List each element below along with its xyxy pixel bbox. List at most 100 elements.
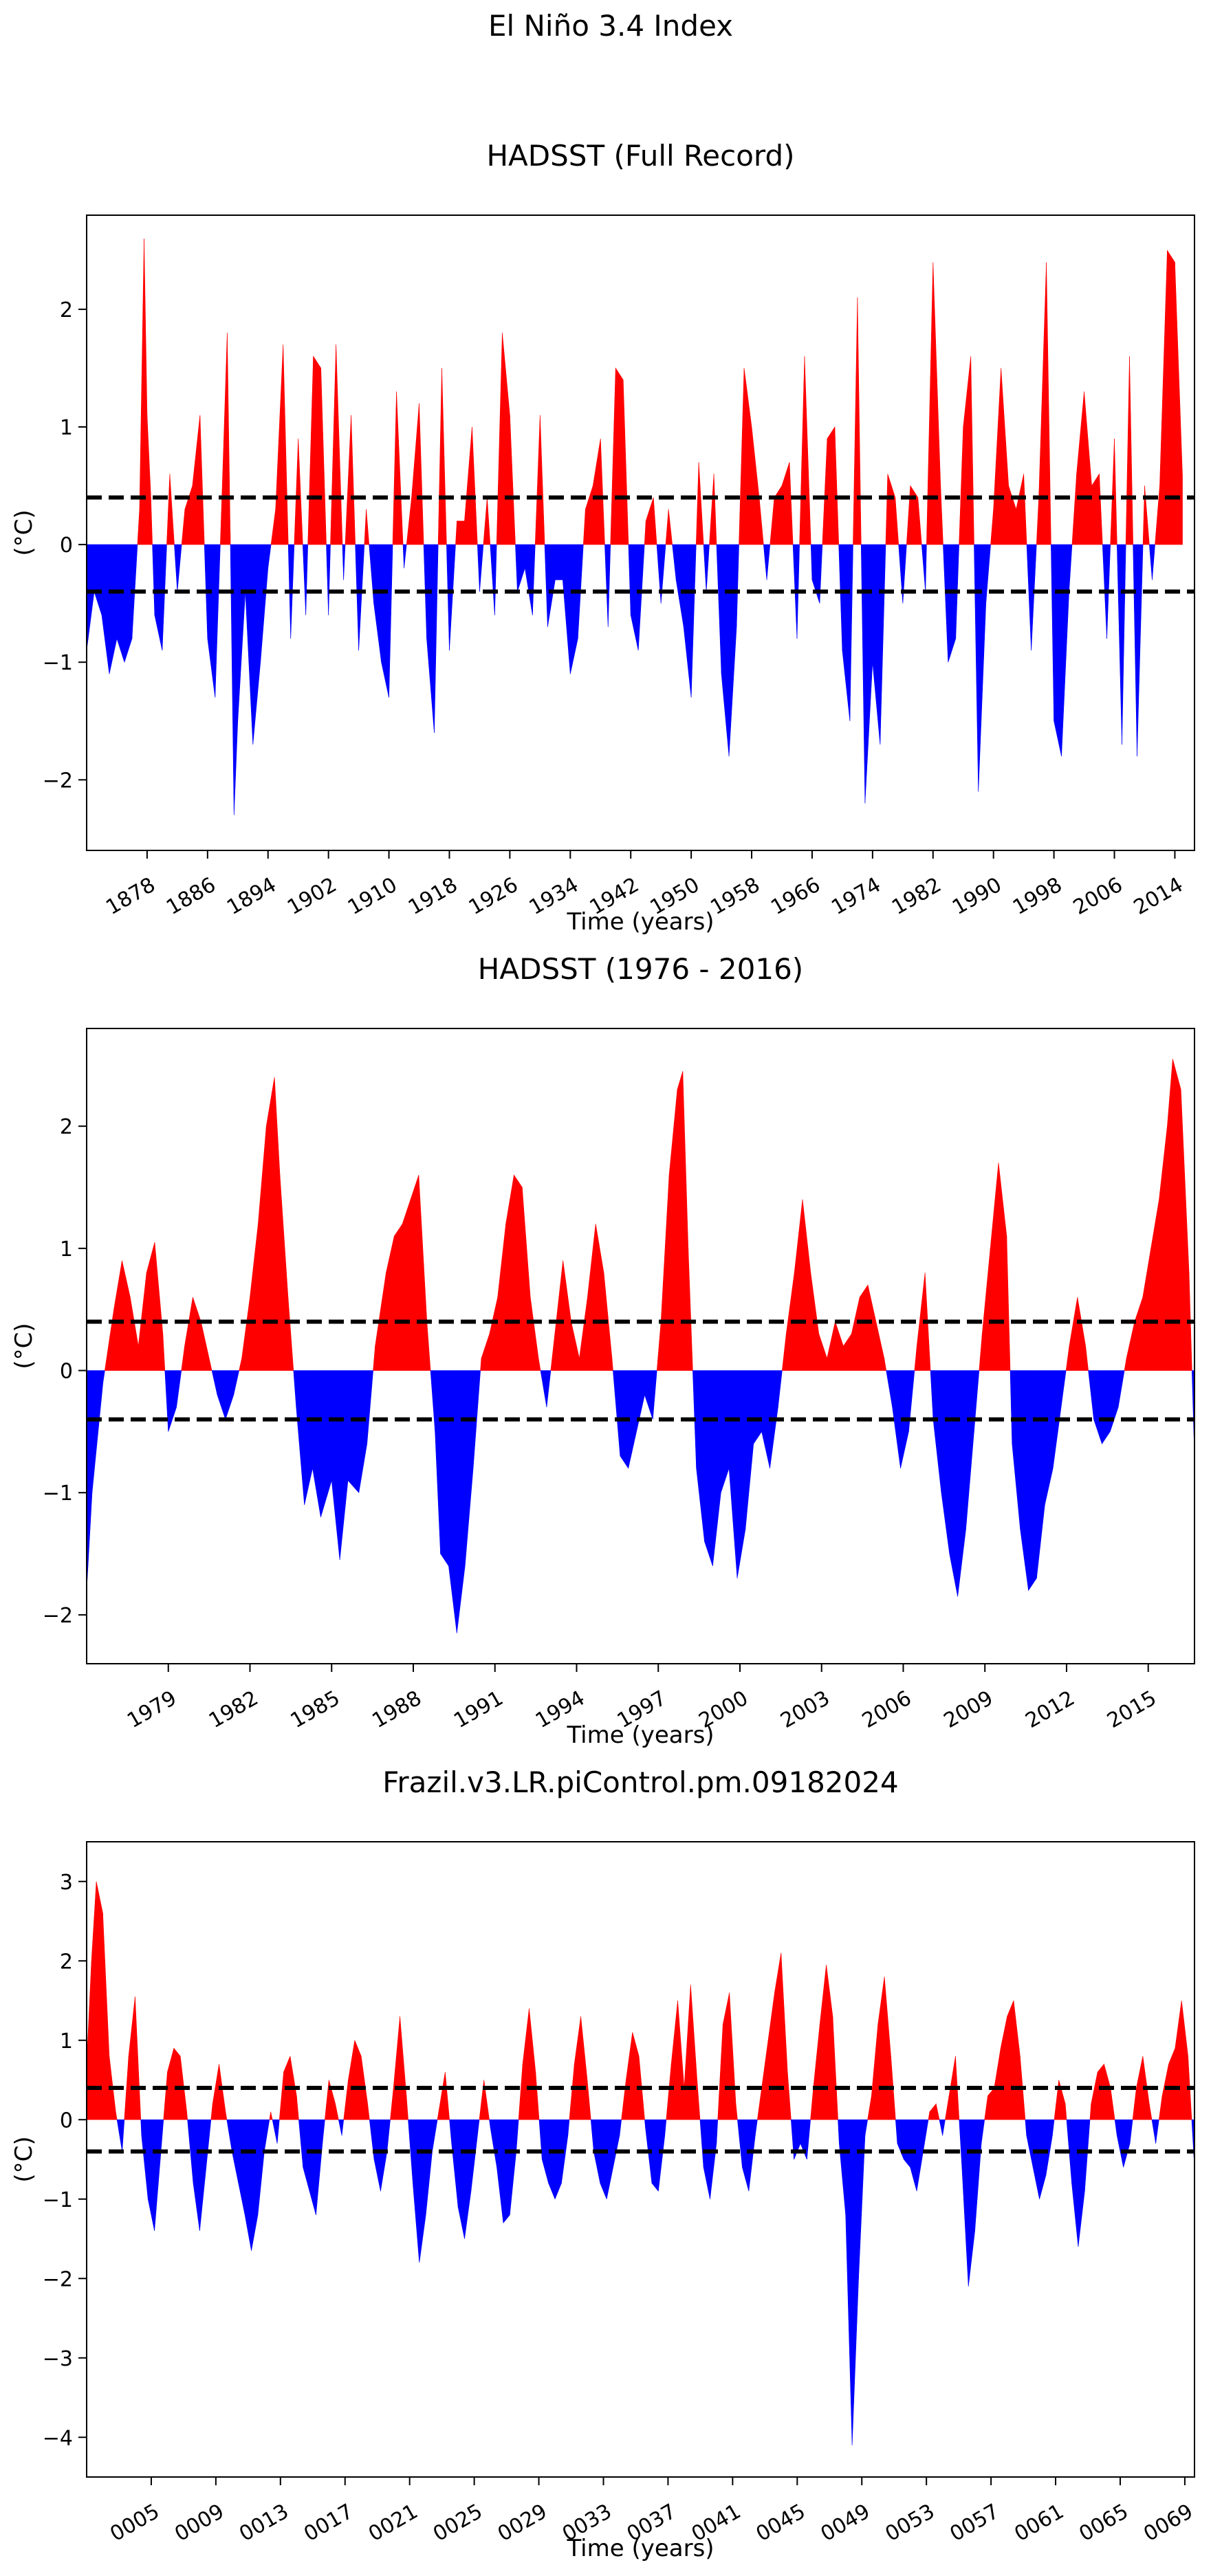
positive-anomaly-area [574, 2016, 581, 2120]
positive-anomaly-area [926, 262, 934, 545]
negative-anomaly-area [347, 1370, 360, 1494]
negative-anomaly-area [637, 544, 645, 651]
negative-anomaly-area [1020, 1370, 1029, 1591]
negative-anomaly-area [116, 2119, 122, 2152]
negative-anomaly-area [87, 544, 95, 651]
negative-anomaly-area [296, 1370, 305, 1506]
positive-anomaly-area [167, 2048, 175, 2120]
positive-anomaly-area [105, 1309, 114, 1371]
positive-anomaly-area [781, 1334, 787, 1371]
y-tick-label: 2 [60, 1115, 73, 1139]
positive-anomaly-area [135, 1996, 142, 2120]
positive-anomaly-area [843, 1333, 852, 1371]
positive-anomaly-area [600, 439, 605, 545]
negative-anomaly-area [811, 544, 820, 604]
negative-anomaly-area [613, 1370, 621, 1456]
negative-anomaly-area [675, 544, 684, 627]
negative-anomaly-area [860, 544, 866, 804]
negative-anomaly-area [430, 1370, 435, 1432]
negative-anomaly-area [215, 544, 221, 698]
x-tick-label: 1886 [162, 873, 220, 920]
negative-anomaly-area [690, 544, 697, 698]
negative-anomaly-area [479, 544, 484, 592]
negative-anomaly-area [1137, 544, 1144, 757]
positive-anomaly-area [554, 1260, 563, 1371]
negative-anomaly-area [851, 2119, 859, 2445]
positive-anomaly-area [354, 2040, 362, 2120]
positive-anomaly-area [587, 2080, 591, 2120]
positive-anomaly-area [418, 1175, 428, 1371]
x-tick-label: 0013 [235, 2500, 293, 2546]
chart-title: Frazil.v3.LR.piControl.pm.09182024 [382, 1765, 898, 1799]
negative-anomaly-area [176, 1370, 182, 1407]
positive-anomaly-area [419, 403, 424, 545]
negative-anomaly-area [369, 544, 374, 604]
negative-anomaly-area [448, 1370, 457, 1633]
positive-anomaly-area [137, 509, 140, 545]
negative-anomaly-area [895, 2119, 898, 2144]
positive-anomaly-area [998, 1163, 1007, 1371]
negative-anomaly-area [268, 544, 272, 569]
positive-anomaly-area [774, 485, 783, 545]
negative-anomaly-area [211, 1370, 218, 1396]
positive-anomaly-area [270, 509, 276, 545]
y-axis-label: (°C) [10, 2136, 38, 2182]
negative-anomaly-area [541, 2119, 549, 2183]
positive-anomaly-area [540, 415, 545, 545]
positive-anomaly-area [472, 426, 478, 545]
y-tick-label: −1 [43, 2188, 73, 2212]
x-tick-label: 0045 [752, 2500, 810, 2546]
positive-anomaly-area [483, 2080, 490, 2120]
negative-anomaly-area [358, 544, 365, 651]
x-tick-label: 2012 [1021, 1686, 1079, 1733]
negative-anomaly-area [1051, 544, 1054, 721]
positive-anomaly-area [1091, 2071, 1098, 2120]
positive-anomaly-area [1016, 474, 1024, 545]
x-tick-label: 1985 [287, 1686, 345, 1733]
negative-anomaly-area [116, 544, 125, 663]
x-tick-label: 1982 [888, 873, 946, 920]
positive-anomaly-area [279, 1175, 289, 1371]
negative-anomaly-area [736, 544, 739, 627]
positive-anomaly-area [336, 344, 343, 545]
x-tick-label: 0053 [882, 2500, 939, 2546]
positive-anomaly-area [400, 2016, 407, 2120]
positive-anomaly-area [884, 1358, 887, 1371]
positive-anomaly-area [713, 474, 717, 545]
positive-anomaly-area [1142, 485, 1145, 545]
negative-anomaly-area [233, 1370, 240, 1396]
negative-anomaly-area [338, 2119, 342, 2136]
positive-anomaly-area [162, 1334, 166, 1371]
positive-anomaly-area [789, 462, 794, 545]
positive-anomaly-area [402, 1199, 411, 1371]
positive-anomaly-area [994, 2048, 1001, 2120]
positive-anomaly-area [274, 1077, 281, 1371]
negative-anomaly-area [547, 544, 556, 627]
positive-anomaly-area [410, 1175, 419, 1371]
negative-anomaly-area [373, 544, 382, 663]
positive-anomaly-area [563, 1260, 571, 1371]
x-tick-label: 0029 [494, 2500, 552, 2546]
negative-anomaly-area [1155, 2119, 1159, 2144]
negative-anomaly-area [312, 1370, 321, 1517]
negative-anomaly-area [358, 1370, 367, 1493]
positive-anomaly-area [186, 2111, 188, 2120]
x-tick-label: 0017 [300, 2500, 358, 2546]
positive-anomaly-area [1142, 1248, 1151, 1371]
negative-anomaly-area [1088, 1370, 1094, 1420]
positive-anomaly-area [146, 1242, 155, 1371]
negative-anomaly-area [1149, 544, 1153, 580]
negative-anomaly-area [849, 544, 853, 721]
negative-anomaly-area [272, 2119, 278, 2144]
chart-title: HADSST (1976 - 2016) [478, 952, 803, 986]
positive-anomaly-area [660, 1175, 670, 1371]
positive-anomaly-area [781, 462, 790, 545]
negative-anomaly-area [1028, 1370, 1037, 1592]
positive-anomaly-area [799, 356, 805, 545]
y-tick-label: −1 [43, 1482, 73, 1506]
positive-anomaly-area [330, 344, 336, 545]
x-tick-label: 1902 [283, 873, 341, 920]
x-tick-label: 1878 [102, 873, 160, 920]
positive-anomaly-area [666, 2064, 672, 2120]
x-tick-label: 1998 [1009, 873, 1067, 920]
